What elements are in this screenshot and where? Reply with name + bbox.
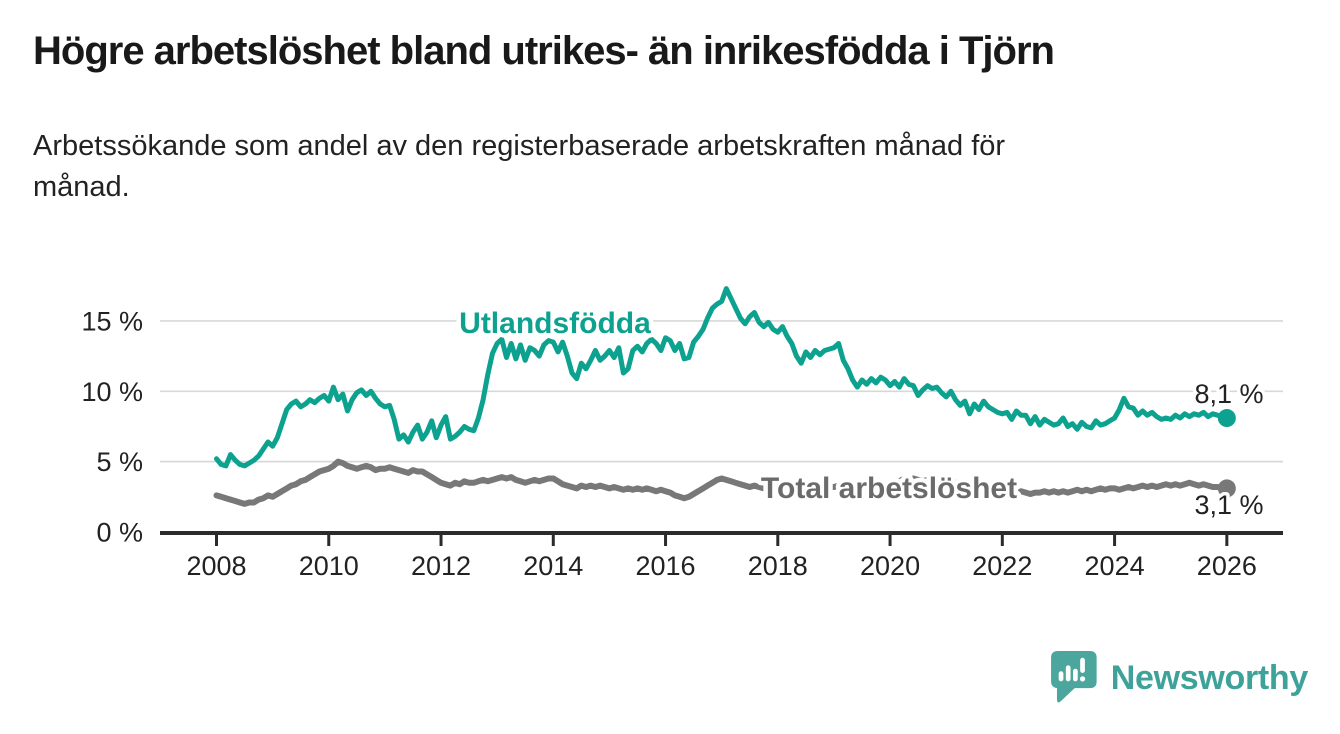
x-tick-label-2024: 2024 — [1085, 551, 1145, 581]
x-tick-label-2014: 2014 — [523, 551, 583, 581]
series-label-utlandsfodda: Utlandsfödda — [459, 307, 651, 340]
x-tick-label-2016: 2016 — [636, 551, 696, 581]
y-tick-label-15: 15 % — [81, 306, 143, 336]
x-tick-label-2020: 2020 — [860, 551, 920, 581]
bar-1 — [1058, 671, 1064, 682]
bar-3 — [1072, 668, 1078, 682]
page-subtitle: Arbetssökande som andel av den registerb… — [33, 126, 1253, 208]
subtitle-line-2: månad. — [33, 171, 130, 204]
subtitle-line-1: Arbetssökande som andel av den registerb… — [33, 130, 1006, 162]
series-label-total-arbetsloshet: Total arbetslöshet — [761, 472, 1017, 505]
x-tick-label-2012: 2012 — [411, 551, 471, 581]
end-value-label-total-arbetsloshet: 3,1 % — [1194, 490, 1263, 520]
y-tick-label-10: 10 % — [81, 377, 143, 407]
page-title: Högre arbetslöshet bland utrikes- än inr… — [33, 29, 1055, 73]
newsworthy-logo: Newsworthy — [1046, 646, 1308, 710]
x-tick-label-2022: 2022 — [972, 551, 1032, 581]
logo-wordmark: Newsworthy — [1110, 658, 1309, 697]
exclamation-dot — [1079, 676, 1085, 682]
newsworthy-bar-chart-speech-bubble-icon — [1050, 651, 1097, 703]
series-line-utlandsfodda — [214, 286, 1230, 469]
end-dot-total-arbetsloshet — [1217, 479, 1236, 498]
series-line-total-arbetsloshet — [213, 458, 1230, 507]
y-tick-label-5: 5 % — [96, 447, 143, 477]
end-dot-utlandsfodda — [1217, 409, 1236, 428]
y-tick-label-0: 0 % — [96, 518, 143, 548]
bar-2 — [1065, 665, 1071, 682]
x-tick-label-2008: 2008 — [186, 551, 246, 581]
end-value-label-utlandsfodda: 8,1 % — [1194, 379, 1263, 409]
exclamation-bar — [1079, 657, 1085, 673]
x-tick-label-2018: 2018 — [748, 551, 808, 581]
x-tick-label-2010: 2010 — [299, 551, 359, 581]
x-tick-label-2026: 2026 — [1197, 551, 1257, 581]
